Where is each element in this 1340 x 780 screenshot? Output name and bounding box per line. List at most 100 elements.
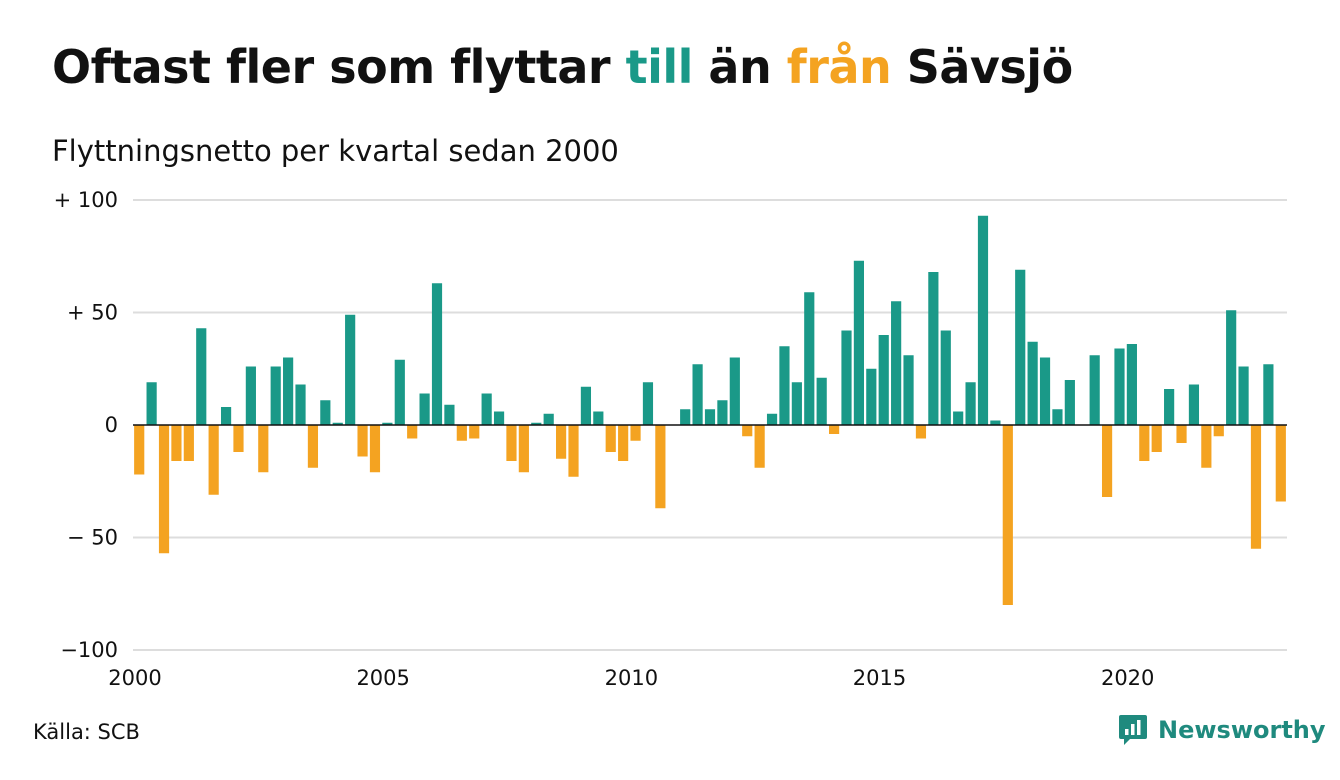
bar bbox=[704, 409, 716, 425]
bar bbox=[146, 382, 157, 425]
bar bbox=[531, 422, 542, 425]
bar bbox=[1039, 357, 1051, 425]
bar bbox=[1052, 409, 1063, 425]
bar bbox=[816, 377, 827, 425]
x-tick-label: 2015 bbox=[853, 666, 906, 690]
bar bbox=[431, 283, 443, 425]
bar bbox=[878, 335, 889, 425]
source-note: Källa: SCB bbox=[33, 720, 140, 744]
y-tick-label: −100 bbox=[60, 638, 118, 662]
bar bbox=[891, 301, 902, 425]
bar bbox=[1250, 425, 1262, 549]
bar bbox=[543, 413, 554, 425]
bar bbox=[953, 411, 964, 425]
bar bbox=[283, 357, 294, 425]
title-word-till: till bbox=[625, 40, 694, 94]
bar bbox=[1188, 384, 1200, 425]
bar bbox=[1226, 310, 1237, 425]
bar bbox=[593, 411, 604, 425]
bar bbox=[779, 346, 790, 425]
bar bbox=[1027, 341, 1038, 425]
bar bbox=[357, 425, 368, 457]
bar bbox=[258, 425, 269, 473]
title-part-3: Sävsjö bbox=[891, 40, 1073, 94]
bar bbox=[928, 272, 939, 425]
y-tick-label: − 50 bbox=[67, 526, 118, 550]
title-part-2: än bbox=[692, 40, 787, 94]
y-tick-label: + 100 bbox=[54, 188, 118, 212]
bar bbox=[1101, 425, 1113, 497]
bar bbox=[332, 422, 343, 425]
title-word-fran: från bbox=[786, 40, 892, 94]
bar bbox=[965, 382, 976, 425]
bar bbox=[717, 400, 728, 425]
bar bbox=[866, 368, 877, 425]
bar bbox=[1002, 425, 1013, 605]
bar bbox=[1201, 425, 1212, 468]
x-tick-label: 2010 bbox=[605, 666, 658, 690]
bar-chart: + 100 + 50 0 − 50 −100 2000 2005 2010 2015 2020 bbox=[54, 188, 1287, 690]
bar bbox=[853, 260, 864, 425]
bar bbox=[469, 425, 480, 439]
bar bbox=[369, 425, 381, 473]
bar bbox=[630, 425, 641, 441]
bar bbox=[1213, 425, 1224, 437]
brand-name: Newsworthy bbox=[1158, 716, 1326, 744]
bar bbox=[556, 425, 567, 459]
bar bbox=[642, 382, 654, 425]
bar bbox=[220, 407, 232, 425]
bar bbox=[940, 330, 951, 425]
x-tick-label: 2005 bbox=[356, 666, 409, 690]
bar bbox=[580, 386, 592, 425]
title-part-1: Oftast fler som flyttar bbox=[52, 40, 626, 94]
bar bbox=[829, 425, 840, 434]
bar bbox=[1089, 355, 1100, 425]
bar bbox=[742, 425, 753, 437]
bar bbox=[1176, 425, 1187, 443]
y-tick-label: 0 bbox=[105, 413, 118, 437]
bar bbox=[804, 292, 815, 425]
grid-lines bbox=[133, 199, 1287, 651]
bar bbox=[568, 425, 579, 477]
chart-subtitle: Flyttningsnetto per kvartal sedan 2000 bbox=[52, 134, 619, 168]
bar bbox=[655, 425, 666, 509]
bar bbox=[1139, 425, 1150, 461]
bar bbox=[493, 411, 505, 425]
bar bbox=[245, 366, 256, 425]
bar bbox=[1114, 348, 1125, 425]
bar bbox=[295, 384, 306, 425]
y-axis-ticks: + 100 + 50 0 − 50 −100 bbox=[54, 188, 118, 662]
bar bbox=[196, 328, 207, 425]
bar bbox=[518, 425, 529, 473]
bar bbox=[183, 425, 194, 461]
bar bbox=[766, 413, 778, 425]
bar bbox=[977, 215, 989, 425]
bar bbox=[841, 330, 852, 425]
bar bbox=[791, 382, 802, 425]
x-tick-label: 2020 bbox=[1101, 666, 1154, 690]
y-tick-label: + 50 bbox=[67, 301, 118, 325]
bar bbox=[407, 425, 418, 439]
bar bbox=[754, 425, 765, 468]
x-tick-label: 2000 bbox=[108, 666, 161, 690]
bar bbox=[506, 425, 517, 461]
newsworthy-chart-bubble-icon bbox=[1119, 715, 1147, 745]
chart-title: Oftast fler som flyttar till än från Säv… bbox=[52, 40, 1073, 94]
bar bbox=[1238, 366, 1249, 425]
bar bbox=[605, 425, 616, 452]
bar bbox=[382, 422, 393, 425]
newsworthy-logo: Newsworthy bbox=[1118, 714, 1326, 746]
bar bbox=[171, 425, 182, 461]
bar bbox=[394, 359, 405, 425]
bar bbox=[915, 425, 927, 439]
bar bbox=[233, 425, 244, 452]
bar bbox=[1164, 389, 1175, 425]
bar bbox=[1151, 425, 1162, 452]
bar bbox=[680, 409, 691, 425]
x-axis-ticks: 2000 2005 2010 2015 2020 bbox=[108, 666, 1154, 690]
bar bbox=[345, 314, 356, 425]
bar bbox=[618, 425, 629, 461]
bar bbox=[1263, 364, 1274, 425]
bar bbox=[1064, 380, 1075, 425]
bar bbox=[307, 425, 319, 468]
